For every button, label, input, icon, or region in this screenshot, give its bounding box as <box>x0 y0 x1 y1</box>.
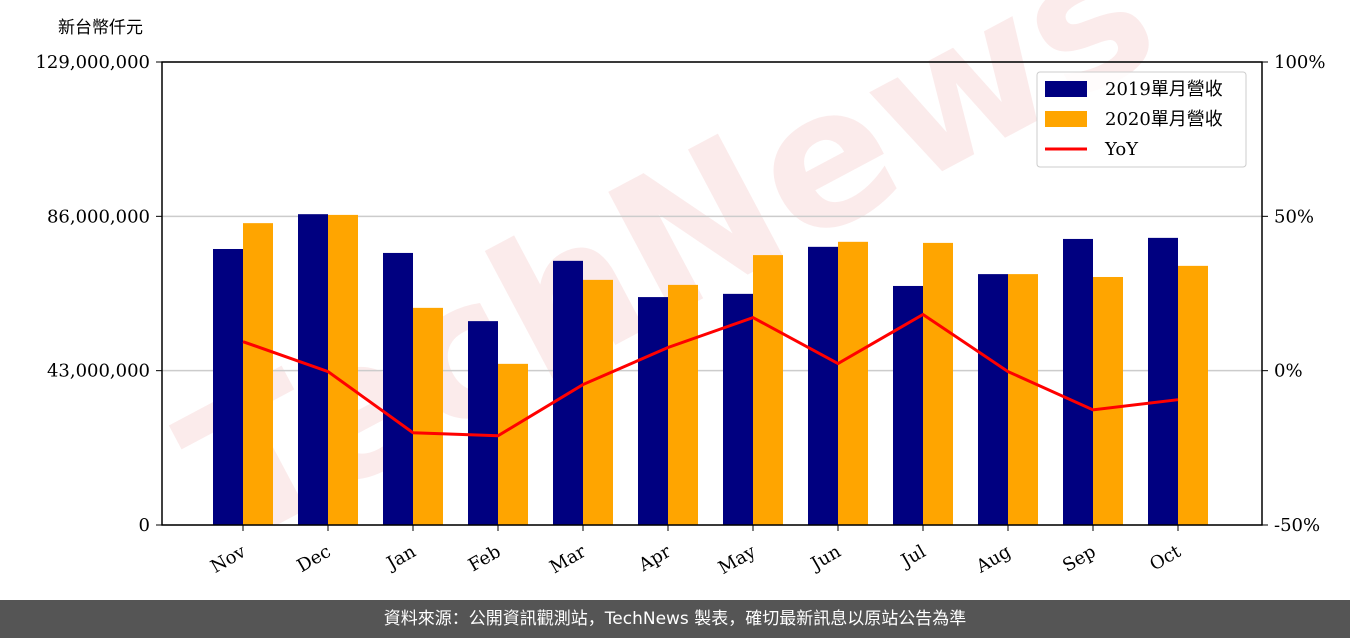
bar <box>1093 276 1123 525</box>
x-tick-label: Feb <box>465 541 505 576</box>
bar <box>498 363 528 525</box>
x-tick-label: Sep <box>1059 541 1099 576</box>
chart: 新台幣仟元 TechNews043,000,00086,000,000129,0… <box>35 0 1325 588</box>
x-tick-label: May <box>715 541 760 579</box>
x-tick-label: Oct <box>1146 541 1185 576</box>
yoy-line <box>242 312 1179 438</box>
bar <box>468 321 498 525</box>
y2-tick-label: -50% <box>1274 515 1320 536</box>
legend-box <box>1036 71 1247 168</box>
bar <box>583 279 613 525</box>
bar <box>328 214 358 525</box>
x-tick-label: Jul <box>896 541 930 573</box>
y2-tick-label: 100% <box>1274 52 1325 73</box>
y-tick-label: 43,000,000 <box>47 361 150 382</box>
legend-label: 2020單月營收 <box>1105 109 1223 130</box>
legend-swatch <box>1045 111 1087 127</box>
footer: 資料來源：公開資訊觀測站，TechNews 製表，確切最新訊息以原站公告為準 <box>0 600 1350 638</box>
plot-frame <box>161 61 1263 526</box>
x-tick-label: Jan <box>382 541 420 575</box>
bar <box>243 223 273 525</box>
bar <box>753 255 783 525</box>
y-unit-label: 新台幣仟元 <box>58 18 143 38</box>
x-tick-label: Jun <box>806 541 845 576</box>
y2-tick-label: 50% <box>1274 206 1314 227</box>
bar <box>893 285 923 525</box>
x-tick-label: Mar <box>546 541 590 578</box>
legend-label: 2019單月營收 <box>1105 79 1223 100</box>
y2-tick-label: 0% <box>1274 361 1303 382</box>
y-tick-label: 86,000,000 <box>47 206 150 227</box>
bar <box>923 242 953 526</box>
bar <box>1148 237 1178 525</box>
legend-swatch <box>1045 81 1087 97</box>
bar <box>808 246 838 526</box>
bar <box>1008 274 1038 525</box>
bar <box>413 307 443 525</box>
bar <box>668 284 698 525</box>
bar <box>1063 238 1093 526</box>
x-tick-label: Apr <box>634 541 674 576</box>
bar <box>838 241 868 525</box>
bar <box>1178 265 1208 525</box>
bar <box>383 252 413 526</box>
bar <box>723 293 753 525</box>
bar <box>978 274 1008 525</box>
bar <box>638 297 668 525</box>
x-tick-label: Aug <box>972 541 1015 578</box>
y-tick-label: 129,000,000 <box>35 52 150 73</box>
legend-label: YoY <box>1104 139 1139 160</box>
y-tick-label: 0 <box>139 515 150 536</box>
bar <box>213 248 243 525</box>
